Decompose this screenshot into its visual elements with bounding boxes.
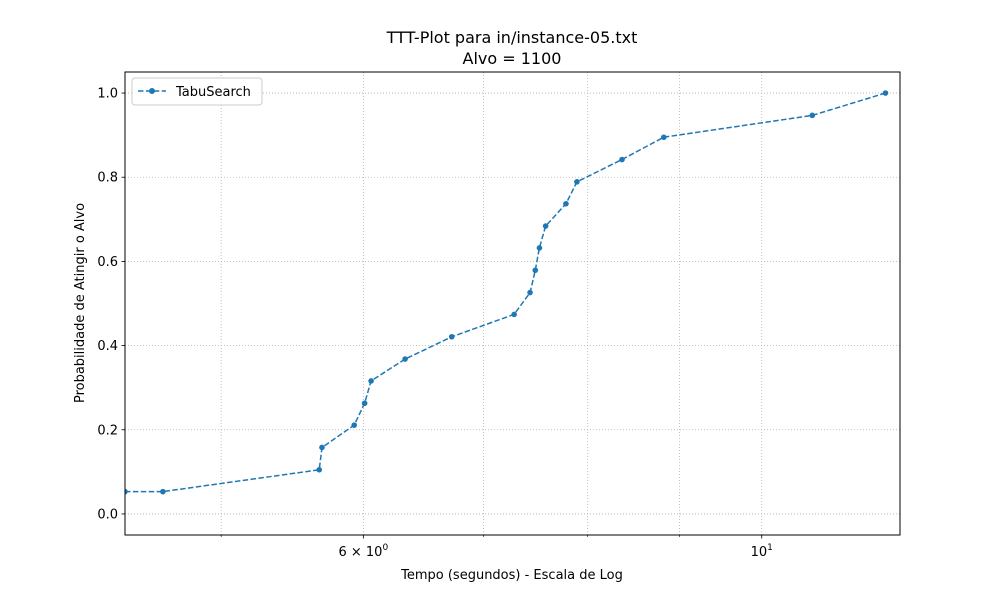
grid-lines bbox=[125, 72, 900, 535]
data-point bbox=[532, 267, 539, 274]
data-point bbox=[160, 488, 166, 495]
data-point bbox=[511, 311, 517, 318]
plot-frame bbox=[124, 71, 901, 536]
y-tick-label: 0.2 bbox=[97, 423, 118, 438]
data-point bbox=[368, 378, 374, 384]
data-point bbox=[542, 223, 549, 229]
y-tick-label: 0.8 bbox=[97, 171, 118, 186]
data-point bbox=[563, 200, 569, 207]
y-tick-label: 1.0 bbox=[97, 87, 118, 102]
data-point bbox=[809, 112, 816, 119]
legend-label-tabusearch: TabuSearch bbox=[175, 85, 251, 100]
data-point bbox=[527, 289, 533, 296]
series-layer bbox=[125, 90, 889, 495]
legend-marker-tabusearch bbox=[149, 88, 155, 94]
data-point bbox=[882, 90, 889, 96]
y-axis-label: Probabilidade de Atingir o Alvo bbox=[73, 203, 88, 403]
x-tick-label: 101 bbox=[751, 543, 773, 560]
x-axis-ticks: 6 × 100 101 bbox=[220, 535, 773, 560]
data-point bbox=[660, 134, 667, 141]
chart-subtitle: Alvo = 1100 bbox=[463, 49, 562, 68]
x-tick-label: 6 × 100 bbox=[338, 543, 388, 560]
y-tick-label: 0.0 bbox=[97, 507, 118, 522]
y-axis-ticks: 0.0 0.2 0.4 0.6 0.8 1.0 bbox=[97, 87, 125, 522]
data-point bbox=[351, 422, 357, 428]
y-tick-label: 0.6 bbox=[97, 255, 118, 270]
y-tick-label: 0.4 bbox=[97, 339, 118, 354]
data-point bbox=[125, 488, 128, 495]
data-point bbox=[574, 179, 580, 185]
data-point bbox=[316, 466, 323, 473]
data-point bbox=[448, 333, 455, 340]
data-point bbox=[402, 356, 408, 362]
series-line-tabusearch bbox=[125, 92, 886, 493]
data-point bbox=[619, 156, 625, 163]
data-point bbox=[536, 245, 543, 251]
legend: TabuSearch bbox=[131, 77, 263, 106]
chart-title: TTT-Plot para in/instance-05.txt bbox=[386, 28, 638, 47]
data-point bbox=[319, 444, 325, 451]
legend-box bbox=[131, 77, 263, 106]
x-axis-label: Tempo (segundos) - Escala de Log bbox=[400, 568, 623, 583]
data-point bbox=[361, 400, 368, 407]
